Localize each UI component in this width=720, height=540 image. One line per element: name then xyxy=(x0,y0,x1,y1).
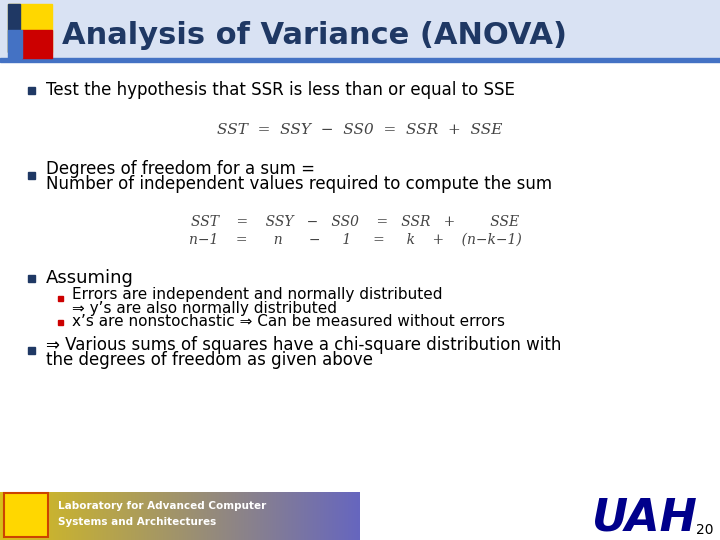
Text: Errors are independent and normally distributed: Errors are independent and normally dist… xyxy=(72,287,443,302)
Bar xyxy=(28,172,35,179)
Text: n−1    =      n      −     1     =     k    +    (n−k−1): n−1 = n − 1 = k + (n−k−1) xyxy=(189,233,521,247)
Bar xyxy=(8,4,52,52)
Bar xyxy=(28,274,35,281)
Text: Assuming: Assuming xyxy=(46,269,134,287)
Text: SST  =  SSY  −  SS0  =  SSR  +  SSE: SST = SSY − SS0 = SSR + SSE xyxy=(217,123,503,137)
Text: x’s are nonstochastic ⇒ Can be measured without errors: x’s are nonstochastic ⇒ Can be measured … xyxy=(72,314,505,329)
Text: UAH: UAH xyxy=(592,496,698,539)
Text: ⇒ Various sums of squares have a chi-square distribution with: ⇒ Various sums of squares have a chi-squ… xyxy=(46,336,562,354)
Text: Analysis of Variance (ANOVA): Analysis of Variance (ANOVA) xyxy=(62,21,567,50)
Bar xyxy=(4,493,48,537)
Text: Laboratory for Advanced Computer: Laboratory for Advanced Computer xyxy=(58,501,266,511)
Text: ⇒ y’s are also normally distributed: ⇒ y’s are also normally distributed xyxy=(72,300,337,315)
Text: SST    =    SSY   −   SS0    =   SSR   +        SSE: SST = SSY − SS0 = SSR + SSE xyxy=(191,215,519,229)
Bar xyxy=(0,58,720,62)
Text: Number of independent values required to compute the sum: Number of independent values required to… xyxy=(46,175,552,193)
Text: the degrees of freedom as given above: the degrees of freedom as given above xyxy=(46,351,373,369)
Text: Test the hypothesis that SSR is less than or equal to SSE: Test the hypothesis that SSR is less tha… xyxy=(46,81,515,99)
Bar xyxy=(8,30,22,58)
Bar xyxy=(22,30,52,58)
Bar xyxy=(28,347,35,354)
Bar xyxy=(58,320,63,325)
Bar xyxy=(4,493,48,537)
Bar xyxy=(0,0,720,58)
Text: 20: 20 xyxy=(696,523,714,537)
Bar xyxy=(58,295,63,300)
Text: Degrees of freedom for a sum =: Degrees of freedom for a sum = xyxy=(46,160,315,178)
Text: Systems and Architectures: Systems and Architectures xyxy=(58,517,216,527)
Bar xyxy=(28,86,35,93)
Bar xyxy=(8,4,20,52)
